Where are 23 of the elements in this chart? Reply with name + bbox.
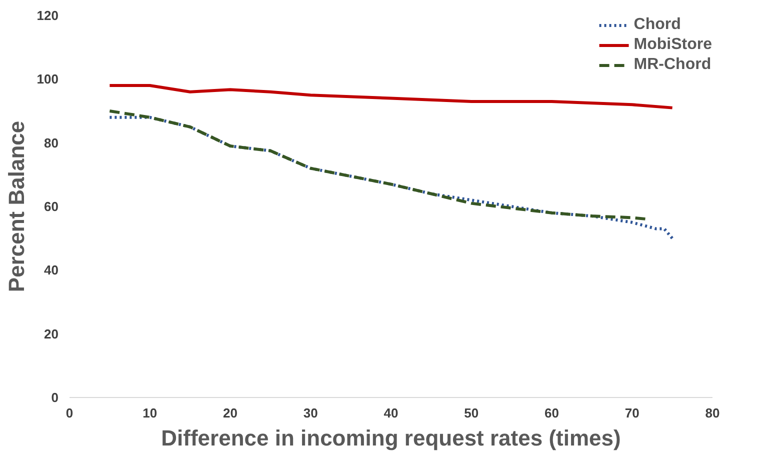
y-tick-label: 80 xyxy=(44,135,59,150)
x-tick-label: 0 xyxy=(66,406,74,420)
x-axis-title: Difference in incoming request rates (times) xyxy=(161,426,621,450)
x-tick-label: 10 xyxy=(142,406,158,420)
legend-label: Chord xyxy=(634,16,681,34)
x-tick-label: 30 xyxy=(303,406,318,420)
line-series xyxy=(108,84,674,110)
line-series xyxy=(108,116,674,240)
x-tick-label: 70 xyxy=(624,406,640,420)
y-tick-label: 0 xyxy=(51,390,59,405)
x-tick-label: 40 xyxy=(384,406,398,420)
x-tick-label: 20 xyxy=(223,406,238,420)
x-tick-label: 60 xyxy=(544,406,559,420)
legend-label: MR-Chord xyxy=(634,56,712,74)
legend-label: MobiStore xyxy=(634,36,712,54)
y-tick-label: 60 xyxy=(44,199,59,214)
y-axis-title: Percent Balance xyxy=(4,120,29,292)
y-tick-label: 120 xyxy=(36,8,59,23)
x-tick-label: 80 xyxy=(705,406,720,420)
x-tick-label: 50 xyxy=(464,406,479,420)
y-tick-label: 100 xyxy=(36,72,59,87)
y-tick-label: 40 xyxy=(44,262,59,278)
y-tick-label: 20 xyxy=(44,326,59,342)
